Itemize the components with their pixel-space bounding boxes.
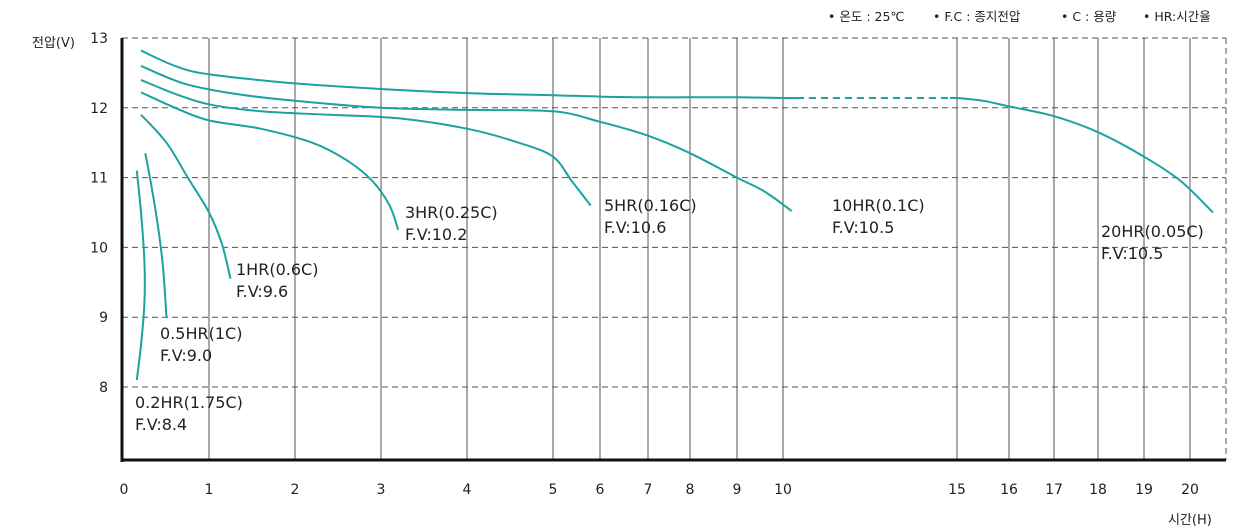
x-tick-label: 5 bbox=[549, 482, 558, 498]
x-tick-label: 7 bbox=[644, 482, 653, 498]
grid-lines bbox=[122, 37, 1227, 460]
x-tick-label: 18 bbox=[1089, 482, 1107, 498]
x-tick-label: 9 bbox=[733, 482, 742, 498]
discharge-curve bbox=[140, 78, 592, 207]
y-tick-label: 13 bbox=[90, 31, 108, 47]
y-tick-label: 9 bbox=[99, 310, 108, 326]
discharge-curves bbox=[135, 49, 1214, 381]
x-tick-label: 19 bbox=[1135, 482, 1153, 498]
legend-notes: • 온도 : 25℃ • F.C : 종지전압 • C : 용량 • HR:시간… bbox=[828, 9, 1211, 24]
x-tick-label: 0 bbox=[120, 482, 129, 498]
x-tick-label: 15 bbox=[948, 482, 966, 498]
curve-label: 1HR(0.6C) bbox=[236, 260, 318, 279]
curve-labels: 0.2HR(1.75C) F.V:8.4 0.5HR(1C) F.V:9.0 1HR(0… bbox=[135, 196, 1204, 434]
x-tick-label: 20 bbox=[1181, 482, 1199, 498]
y-tick-label: 10 bbox=[90, 240, 108, 256]
legend-note-final-voltage: • F.C : 종지전압 bbox=[933, 9, 1021, 24]
curve-label: F.V:10.6 bbox=[604, 218, 666, 237]
curve-label: F.V:8.4 bbox=[135, 415, 187, 434]
y-tick-labels: 8 9 10 11 12 13 bbox=[90, 31, 108, 396]
discharge-curve bbox=[949, 96, 1214, 214]
x-tick-label: 3 bbox=[377, 482, 386, 498]
y-tick-label: 12 bbox=[90, 101, 108, 117]
curve-label: F.V:9.6 bbox=[236, 282, 288, 301]
y-axis-title: 전압(V) bbox=[32, 36, 75, 51]
y-tick-label: 8 bbox=[99, 380, 108, 396]
curve-label: 10HR(0.1C) bbox=[832, 196, 925, 215]
x-tick-labels: 0 1 2 3 4 5 6 7 8 9 10 15 16 17 18 19 20 bbox=[120, 482, 1199, 498]
curve-label: 5HR(0.16C) bbox=[604, 196, 697, 215]
curve-label: F.V:10.2 bbox=[405, 225, 467, 244]
x-tick-label: 8 bbox=[686, 482, 695, 498]
curve-label: 20HR(0.05C) bbox=[1101, 222, 1204, 241]
discharge-curve bbox=[140, 49, 797, 100]
curve-label: F.V:10.5 bbox=[1101, 244, 1163, 263]
x-axis-title: 시간(H) bbox=[1168, 513, 1212, 528]
discharge-curve bbox=[140, 64, 793, 212]
x-tick-label: 1 bbox=[205, 482, 214, 498]
discharge-curve bbox=[135, 170, 146, 381]
discharge-curve bbox=[144, 153, 168, 318]
curve-label: F.V:9.0 bbox=[160, 346, 212, 365]
x-tick-label: 4 bbox=[463, 482, 472, 498]
curve-label: 0.2HR(1.75C) bbox=[135, 393, 243, 412]
y-tick-label: 11 bbox=[90, 171, 108, 187]
x-tick-label: 16 bbox=[1000, 482, 1018, 498]
x-tick-label: 6 bbox=[596, 482, 605, 498]
discharge-curve bbox=[140, 91, 400, 231]
x-tick-label: 17 bbox=[1045, 482, 1063, 498]
curve-label: 3HR(0.25C) bbox=[405, 203, 498, 222]
curve-label: 0.5HR(1C) bbox=[160, 324, 242, 343]
discharge-curve bbox=[140, 114, 232, 280]
curve-label: F.V:10.5 bbox=[832, 218, 894, 237]
axes bbox=[120, 38, 1226, 462]
legend-note-temperature: • 온도 : 25℃ bbox=[828, 9, 904, 24]
x-tick-label: 2 bbox=[291, 482, 300, 498]
legend-note-capacity: • C : 용량 bbox=[1061, 9, 1117, 24]
legend-note-hour-rate: • HR:시간율 bbox=[1143, 9, 1211, 24]
x-tick-label: 10 bbox=[774, 482, 792, 498]
